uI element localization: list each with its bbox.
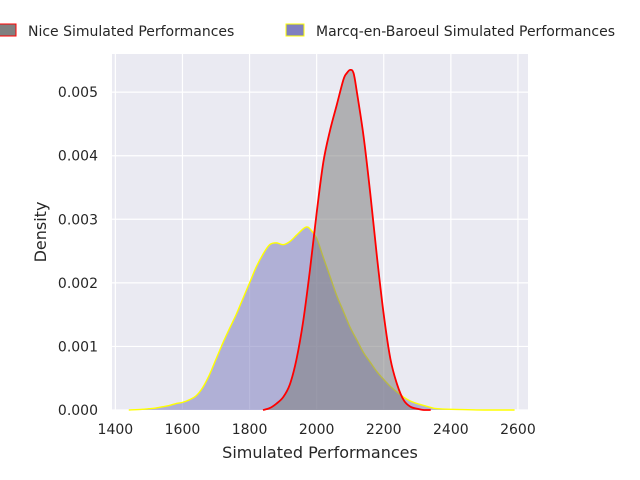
density-areas [128,68,515,411]
legend-swatch [0,23,17,37]
x-axis-label: Simulated Performances [222,443,418,462]
legend: Nice Simulated Performances Marcq-en-Baro… [0,23,615,40]
x-tick-label: 1400 [98,422,134,438]
y-tick-label: 0.001 [58,339,98,355]
x-tick-label: 2400 [433,422,469,438]
y-tick-label: 0.003 [58,212,98,228]
density-area-0 [262,69,431,410]
density-line-0 [262,68,431,411]
y-tick-label: 0.000 [58,403,98,419]
x-tick-label: 2200 [366,422,402,438]
y-tick-label: 0.004 [58,149,98,165]
legend-label: Marcq-en-Baroeul Simulated Performances [316,24,615,40]
x-tick-label: 2000 [299,422,335,438]
y-tick-labels: 0.000 0.001 0.002 0.003 0.004 0.005 [58,85,98,419]
x-tick-label: 2600 [500,422,536,438]
density-line-1 [128,226,515,411]
legend-label: Nice Simulated Performances [28,24,234,40]
x-tick-labels: 1400 1600 1800 2000 2200 2400 2600 [98,422,536,438]
y-tick-label: 0.002 [58,276,98,292]
x-tick-label: 1800 [232,422,268,438]
x-tick-label: 1600 [165,422,201,438]
y-axis-label: Density [31,202,50,263]
legend-swatch [285,23,305,37]
y-tick-label: 0.005 [58,85,98,101]
